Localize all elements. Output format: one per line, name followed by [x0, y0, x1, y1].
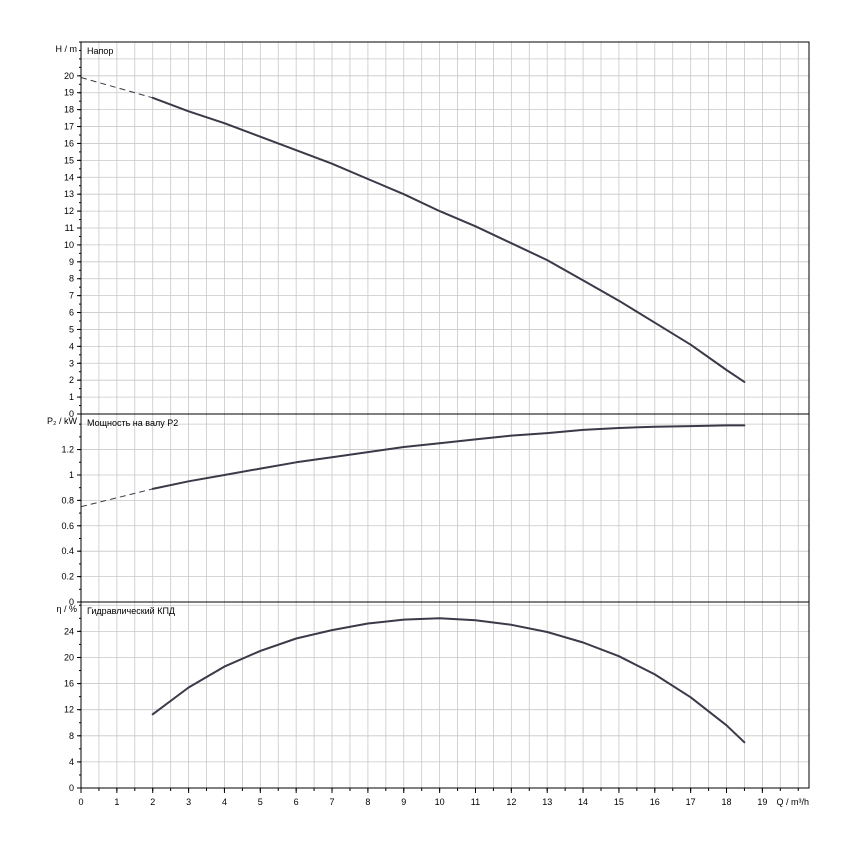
- head-y-tick-label: 9: [69, 257, 74, 267]
- x-axis-label: Q / m³/h: [776, 797, 809, 807]
- head-curve-extrapolated: [80, 77, 153, 99]
- x-tick-label: 7: [330, 797, 335, 807]
- x-tick-label: 18: [722, 797, 732, 807]
- head-y-tick-label: 10: [64, 240, 74, 250]
- head-panel-title: Напор: [87, 46, 113, 56]
- x-tick-label: 3: [186, 797, 191, 807]
- x-tick-label: 4: [222, 797, 227, 807]
- power-y-tick-label: 0.6: [61, 521, 74, 531]
- x-tick-label: 19: [757, 797, 767, 807]
- power-y-tick-label: 1: [69, 470, 74, 480]
- x-tick-label: 2: [150, 797, 155, 807]
- efficiency-y-tick-label: 4: [69, 757, 74, 767]
- head-y-tick-label: 4: [69, 341, 74, 351]
- x-tick-label: 5: [258, 797, 263, 807]
- x-tick-label: 11: [471, 797, 480, 807]
- head-y-tick-label: 11: [65, 223, 74, 233]
- x-tick-label: 9: [401, 797, 406, 807]
- efficiency-y-axis-label: η / %: [56, 604, 77, 614]
- efficiency-y-tick-label: 20: [64, 652, 74, 662]
- efficiency-y-tick-label: 0: [69, 783, 74, 793]
- head-y-tick-label: 17: [64, 122, 74, 132]
- x-tick-label: 8: [365, 797, 370, 807]
- head-y-tick-label: 18: [64, 105, 74, 115]
- head-y-tick-label: 8: [69, 274, 74, 284]
- head-y-tick-label: 1: [69, 392, 74, 402]
- curves: [80, 77, 746, 744]
- power-y-tick-label: 0.4: [61, 546, 74, 556]
- head-y-tick-label: 14: [64, 172, 74, 182]
- x-tick-label: 6: [294, 797, 299, 807]
- head-curve: [151, 96, 746, 383]
- head-y-tick-label: 15: [64, 155, 74, 165]
- x-tick-label: 17: [686, 797, 696, 807]
- power-y-tick-label: 0: [69, 597, 74, 607]
- head-y-tick-label: 20: [64, 71, 74, 81]
- x-tick-label: 0: [78, 797, 83, 807]
- power-y-axis-label: P₂ / kW: [47, 416, 77, 426]
- x-tick-label: 1: [114, 797, 119, 807]
- plot-frame: [80, 41, 810, 789]
- head-y-tick-label: 5: [69, 324, 74, 334]
- x-tick-label: 10: [435, 797, 445, 807]
- power-curve: [151, 424, 746, 490]
- head-y-tick-label: 19: [64, 88, 74, 98]
- efficiency-y-tick-label: 8: [69, 731, 74, 741]
- x-tick-label: 15: [614, 797, 624, 807]
- head-y-tick-label: 16: [64, 138, 74, 148]
- head-y-tick-label: 6: [69, 308, 74, 318]
- efficiency-y-tick-label: 24: [64, 626, 74, 636]
- head-y-axis-label: H / m: [56, 44, 78, 54]
- head-y-tick-label: 12: [64, 206, 74, 216]
- head-y-tick-label: 13: [64, 189, 74, 199]
- head-y-tick-label: 7: [69, 291, 74, 301]
- efficiency-curve: [151, 617, 746, 744]
- axis-ticks: [77, 41, 799, 793]
- power-y-tick-label: 1.2: [61, 445, 74, 455]
- head-y-tick-label: 2: [69, 375, 74, 385]
- head-y-tick-label: 0: [69, 409, 74, 419]
- power-y-tick-label: 0.8: [61, 495, 74, 505]
- x-tick-label: 12: [506, 797, 516, 807]
- power-curve-extrapolated: [80, 488, 153, 508]
- chart-frame: [80, 41, 810, 789]
- power-y-tick-label: 0.2: [61, 572, 74, 582]
- grid: [80, 41, 809, 789]
- x-tick-label: 13: [542, 797, 552, 807]
- efficiency-y-tick-label: 12: [64, 705, 74, 715]
- efficiency-panel-title: Гидравлический КПД: [87, 606, 175, 616]
- head-y-tick-label: 3: [69, 358, 74, 368]
- x-tick-label: 16: [650, 797, 660, 807]
- power-panel-title: Мощность на валу P2: [87, 418, 178, 428]
- x-tick-label: 14: [578, 797, 588, 807]
- efficiency-y-tick-label: 16: [64, 679, 74, 689]
